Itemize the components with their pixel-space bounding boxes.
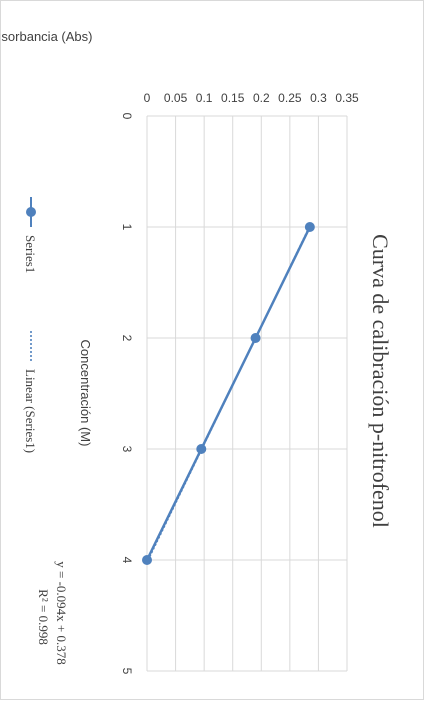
y-axis-title: Absorbancia (Abs) — [1, 29, 92, 44]
rotated-chart: 0 0.05 0.1 0.15 0.2 0.25 0.3 0.35 0 1 2 3 4 5 Curva … — [1, 29, 393, 675]
x-tick-label: 2 — [120, 335, 134, 342]
gridlines — [146, 115, 348, 672]
series1-point — [196, 444, 207, 454]
x-axis-title: Concentración (M) — [78, 340, 93, 447]
legend-series1-marker — [26, 207, 36, 217]
y-tick-label: 0.2 — [253, 91, 270, 105]
legend-trendline-label: Linear (Series1) — [23, 369, 38, 453]
y-tick-label: 0.25 — [278, 91, 302, 105]
y-tick-label: 0.35 — [335, 91, 359, 105]
y-tick-label: 0.3 — [310, 91, 327, 105]
trendline-equation: y = -0.094x + 0.378 — [54, 561, 69, 665]
legend-series1-label: Series1 — [23, 235, 38, 273]
series1-point — [250, 333, 261, 343]
series1-point — [304, 222, 315, 232]
y-tick-label: 0.05 — [164, 91, 188, 105]
y-tick-label: 0.15 — [221, 91, 245, 105]
legend: Series1 Linear (Series1) — [23, 197, 38, 453]
y-tick-label: 0.1 — [196, 91, 213, 105]
y-tick-labels: 0 0.05 0.1 0.15 0.2 0.25 0.3 0.35 — [144, 91, 359, 105]
y-tick-label: 0 — [144, 91, 151, 105]
x-tick-labels: 0 1 2 3 4 5 — [120, 113, 134, 675]
series-layer — [142, 222, 315, 565]
trendline-r-squared: R² = 0.998 — [36, 589, 51, 645]
x-tick-label: 1 — [120, 224, 134, 231]
x-tick-label: 3 — [120, 446, 134, 453]
x-tick-label: 0 — [120, 113, 134, 120]
x-tick-label: 4 — [120, 557, 134, 564]
series1-point — [142, 555, 152, 565]
series1-line — [145, 226, 311, 561]
chart-title: Curva de calibración p-nitrofenol — [368, 234, 393, 528]
x-tick-label: 5 — [120, 668, 134, 675]
